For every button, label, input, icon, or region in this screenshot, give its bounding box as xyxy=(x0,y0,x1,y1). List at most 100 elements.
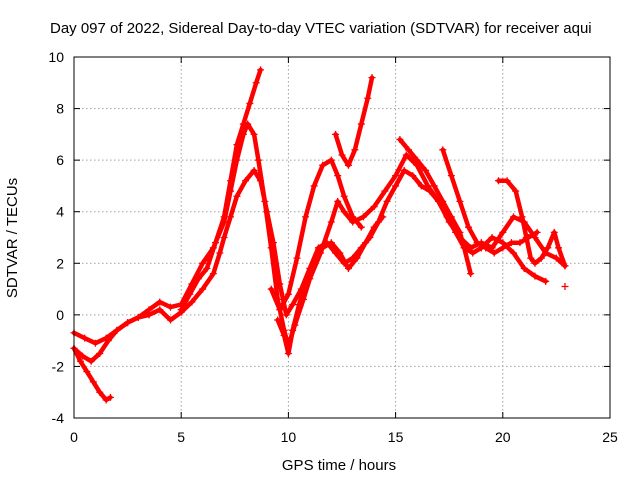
data-point-marker xyxy=(344,264,352,272)
data-point-marker xyxy=(246,99,254,107)
data-point-marker xyxy=(280,331,288,339)
data-point-marker xyxy=(332,130,340,138)
data-point-marker xyxy=(544,244,552,252)
data-point-marker xyxy=(542,277,550,285)
data-point-marker xyxy=(267,285,275,293)
data-point-marker xyxy=(552,254,560,262)
data-point-marker xyxy=(203,264,211,272)
data-point-marker xyxy=(257,66,265,74)
y-tick-label: 6 xyxy=(56,152,64,168)
data-point-marker xyxy=(439,197,447,205)
y-tick-label: 10 xyxy=(48,49,64,65)
data-point-marker xyxy=(293,254,301,262)
data-point-marker xyxy=(364,94,372,102)
data-point-marker xyxy=(520,264,528,272)
data-point-marker xyxy=(302,280,310,288)
data-point-marker xyxy=(295,301,303,309)
data-point-marker xyxy=(227,213,235,221)
data-point-marker xyxy=(212,239,220,247)
x-tick-label: 0 xyxy=(70,429,78,445)
data-point-marker xyxy=(334,197,342,205)
data-point-marker xyxy=(430,182,438,190)
axis-ticks: 0 5 10 15 20 25 -4 -2 0 2 4 6 8 10 xyxy=(48,49,618,445)
data-point-marker xyxy=(76,357,84,365)
x-tick-label: 20 xyxy=(495,429,511,445)
data-point-marker xyxy=(284,290,292,298)
series-trace-10 xyxy=(495,177,569,270)
series-trace-8 xyxy=(396,136,475,278)
data-point-marker xyxy=(426,187,434,195)
data-point-marker xyxy=(381,187,389,195)
series-line xyxy=(333,75,375,168)
data-point-marker xyxy=(284,350,292,358)
data-point-marker xyxy=(334,172,342,180)
data-point-marker xyxy=(282,311,290,319)
data-point-marker xyxy=(379,213,387,221)
data-point-marker xyxy=(357,120,365,128)
series-trace-11 xyxy=(561,282,569,290)
data-point-marker xyxy=(239,120,247,128)
data-point-marker xyxy=(336,249,344,257)
data-point-marker xyxy=(166,316,174,324)
data-point-marker xyxy=(555,244,563,252)
y-tick-label: -2 xyxy=(52,358,65,374)
series-trace-4 xyxy=(177,66,265,314)
y-axis-label: SDTVAR / TECUs xyxy=(4,178,21,298)
data-point-marker xyxy=(177,306,185,314)
data-point-marker xyxy=(510,213,518,221)
data-point-marker xyxy=(106,393,114,401)
data-point-marker xyxy=(274,316,282,324)
data-point-marker xyxy=(83,368,91,376)
data-point-marker xyxy=(257,177,265,185)
data-point-marker xyxy=(186,290,194,298)
series-trace-6 xyxy=(267,156,365,314)
x-axis-label: GPS time / hours xyxy=(282,457,396,474)
y-tick-label: 0 xyxy=(56,307,64,323)
series-line xyxy=(275,214,385,356)
data-point-marker xyxy=(561,262,569,270)
data-point-marker xyxy=(104,337,112,345)
data-point-marker xyxy=(310,259,318,267)
data-point-marker xyxy=(473,239,481,247)
series-trace-9 xyxy=(439,146,541,257)
data-point-marker xyxy=(96,388,104,396)
data-point-marker xyxy=(209,270,217,278)
data-point-marker xyxy=(488,234,496,241)
data-point-marker xyxy=(370,223,378,231)
y-tick-label: 8 xyxy=(56,101,64,117)
data-point-marker xyxy=(96,350,104,358)
data-point-marker xyxy=(134,313,142,321)
data-point-marker xyxy=(467,270,475,278)
data-point-marker xyxy=(102,396,110,404)
data-point-marker xyxy=(156,306,164,314)
data-point-marker xyxy=(289,301,297,309)
y-tick-label: 2 xyxy=(56,255,64,271)
data-point-marker xyxy=(124,319,132,327)
data-point-marker xyxy=(250,130,258,138)
data-point-marker xyxy=(447,172,455,180)
data-point-marker xyxy=(460,244,468,252)
data-point-marker xyxy=(252,79,260,87)
data-point-marker xyxy=(413,156,421,164)
data-point-marker xyxy=(392,182,400,190)
data-point-marker xyxy=(199,285,207,293)
data-point-marker xyxy=(370,203,378,211)
series-line xyxy=(268,157,364,312)
data-point-marker xyxy=(319,161,327,169)
series-line xyxy=(71,346,113,403)
data-point-marker xyxy=(400,166,408,174)
series-trace-7 xyxy=(332,74,376,169)
data-point-marker xyxy=(233,192,241,200)
data-point-marker xyxy=(456,197,464,205)
series-line xyxy=(397,137,473,276)
data-point-marker xyxy=(89,378,97,386)
data-point-marker xyxy=(81,334,89,342)
data-point-marker xyxy=(531,259,539,267)
data-point-marker xyxy=(490,249,498,257)
data-point-marker xyxy=(91,339,99,347)
series-trace-5 xyxy=(274,213,387,358)
data-point-marker xyxy=(561,282,569,290)
data-point-marker xyxy=(340,208,348,216)
data-point-marker xyxy=(242,177,250,185)
